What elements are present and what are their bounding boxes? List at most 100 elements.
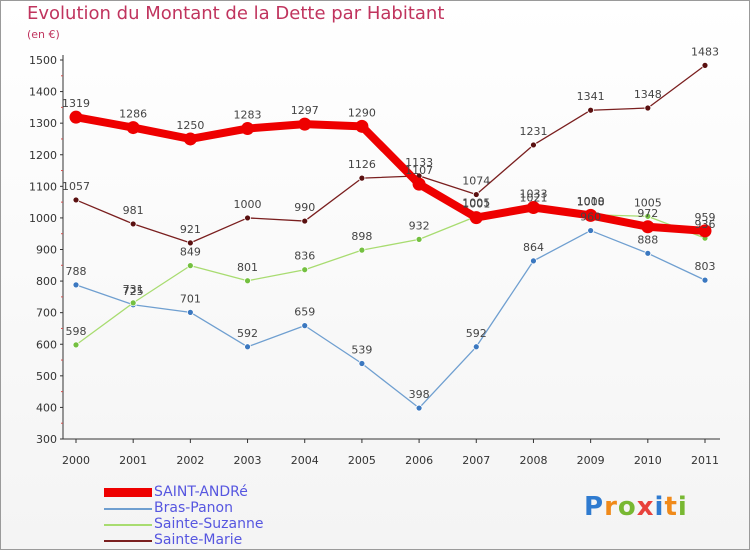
data-point — [587, 227, 595, 234]
y-tick-label: 1100 — [29, 180, 57, 193]
x-tick-label: 2000 — [62, 454, 90, 467]
chart-axes: 300 400 500 600 700 800 900 1000 1100 1200 1300 140… — [29, 54, 720, 467]
x-tick-label: 2004 — [291, 454, 319, 467]
y-tick-label: 700 — [36, 307, 57, 320]
data-point — [584, 208, 598, 222]
data-label: 836 — [294, 250, 315, 263]
y-tick-label: 800 — [36, 275, 57, 288]
data-label: 1033 — [519, 187, 547, 200]
data-label: 972 — [637, 207, 658, 220]
data-label: 731 — [123, 283, 144, 296]
data-point — [72, 196, 80, 204]
data-label: 803 — [695, 260, 716, 273]
data-label: 849 — [180, 246, 201, 259]
data-label: 898 — [351, 230, 372, 243]
series-line — [75, 229, 706, 409]
legend-swatch — [104, 540, 152, 542]
data-label: 960 — [580, 211, 601, 224]
chart-subtitle: (en €) — [27, 28, 60, 41]
y-tick-label: 1400 — [29, 86, 57, 99]
legend-label: SAINT-ANDRé — [154, 484, 248, 500]
chart-series — [69, 61, 712, 412]
data-point — [186, 239, 194, 247]
data-label: 1133 — [405, 156, 433, 169]
logo-letter: i — [654, 492, 665, 522]
data-label: 398 — [409, 388, 430, 401]
data-point — [129, 299, 137, 307]
data-point — [244, 343, 251, 351]
data-label: 801 — [237, 261, 258, 274]
chart-data-labels: 1057 981 921 1000 990 1126 1133 1074 1231 1341 134… — [62, 45, 719, 401]
data-label: 1348 — [634, 88, 662, 101]
x-tick-label: 2009 — [577, 454, 605, 467]
data-label: 864 — [523, 241, 544, 254]
data-label: 788 — [66, 265, 87, 278]
data-label: 1010 — [577, 195, 605, 208]
data-point — [526, 200, 540, 214]
data-label: 1286 — [119, 108, 147, 121]
legend-label: Sainte-Suzanne — [154, 516, 264, 532]
data-label: 936 — [695, 218, 716, 231]
data-label: 1483 — [691, 45, 719, 58]
logo-letter: P — [584, 492, 605, 522]
x-tick-label: 2011 — [691, 454, 719, 467]
data-label: 701 — [180, 292, 201, 305]
data-point — [186, 262, 194, 270]
data-label: 921 — [180, 223, 201, 236]
data-label: 1250 — [176, 119, 204, 132]
data-point — [241, 122, 255, 136]
data-point — [72, 281, 80, 289]
legend-label: Sainte-Marie — [154, 532, 243, 548]
x-tick-label: 2008 — [519, 454, 547, 467]
data-label: 539 — [351, 344, 372, 357]
x-tick-label: 2002 — [176, 454, 204, 467]
logo-letter: x — [636, 492, 655, 522]
data-point — [415, 404, 423, 412]
line-chart: 300 400 500 600 700 800 900 1000 1100 1200 1300 140… — [29, 45, 720, 467]
data-label: 1001 — [462, 198, 490, 211]
series-line — [72, 113, 709, 235]
data-point — [644, 249, 652, 257]
data-label: 1005 — [462, 196, 490, 209]
logo-letter: r — [604, 492, 618, 522]
y-tick-label: 1300 — [29, 117, 57, 130]
data-point — [129, 220, 137, 228]
data-label: 725 — [123, 285, 144, 298]
data-point — [301, 322, 309, 330]
data-label: 888 — [637, 233, 658, 246]
data-point — [641, 220, 655, 234]
data-label: 1107 — [405, 164, 433, 177]
data-label: 1057 — [62, 180, 90, 193]
data-point — [701, 276, 709, 284]
y-tick-label: 900 — [36, 244, 57, 257]
data-label: 598 — [66, 325, 87, 338]
data-point — [186, 308, 194, 316]
data-point — [358, 246, 366, 254]
data-label: 1341 — [577, 90, 605, 103]
data-label: 592 — [466, 327, 487, 340]
proxiti-logo: Proxiti — [584, 492, 688, 522]
data-label: 659 — [294, 306, 315, 319]
data-point — [244, 214, 251, 222]
data-point — [644, 104, 652, 112]
data-label: 1126 — [348, 158, 376, 171]
data-point — [412, 177, 426, 191]
logo-letter: o — [617, 492, 637, 522]
y-tick-label: 500 — [36, 370, 57, 383]
y-tick-label: 1200 — [29, 149, 57, 162]
x-tick-label: 2010 — [634, 454, 662, 467]
data-point — [183, 132, 197, 146]
data-point — [358, 360, 366, 367]
data-label: 1319 — [62, 97, 90, 110]
data-point — [298, 117, 312, 131]
x-tick-label: 2006 — [405, 454, 433, 467]
data-label: 592 — [237, 327, 258, 340]
data-point — [587, 106, 595, 114]
data-label: 1008 — [577, 195, 605, 208]
data-label: 932 — [409, 219, 430, 232]
logo-letter: i — [677, 492, 688, 522]
x-tick-label: 2001 — [119, 454, 147, 467]
data-point — [469, 211, 483, 225]
data-label: 1005 — [634, 196, 662, 209]
y-tick-label: 1500 — [29, 54, 57, 67]
